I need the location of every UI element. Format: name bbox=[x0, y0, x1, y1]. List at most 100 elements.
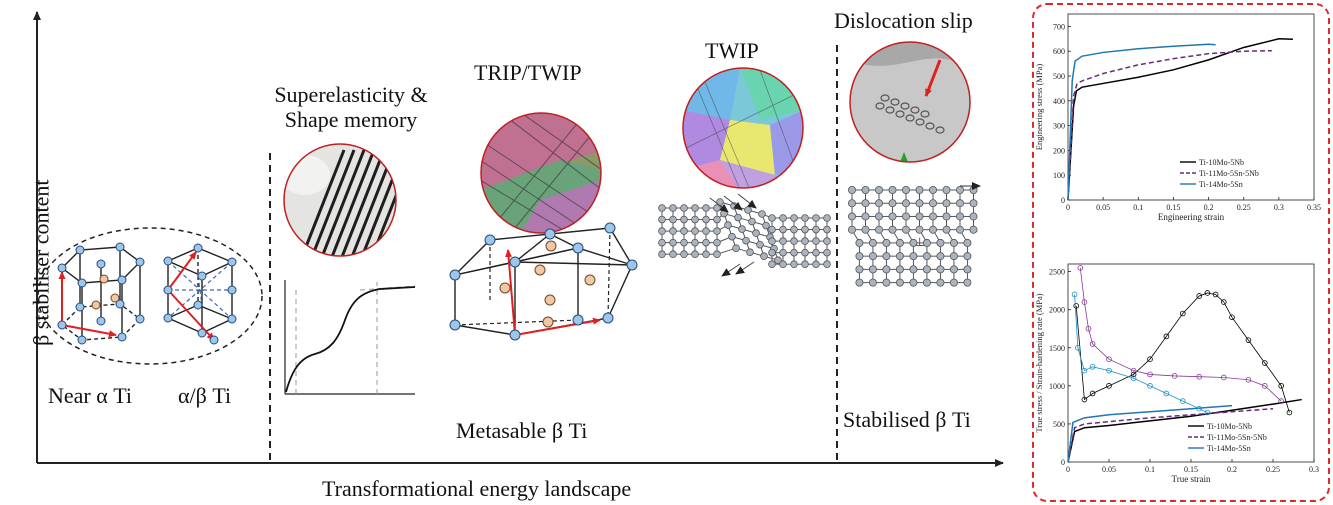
inset-frame bbox=[1032, 3, 1330, 502]
label-twip: TWIP bbox=[705, 38, 759, 63]
series-line bbox=[1067, 38, 1293, 201]
data-point bbox=[1204, 290, 1211, 296]
lattice-atom bbox=[888, 185, 897, 194]
lattice-atom bbox=[861, 225, 870, 234]
lattice-atom bbox=[658, 250, 666, 259]
lattice-atom bbox=[744, 206, 752, 214]
lattice-atom bbox=[875, 212, 884, 221]
superelasticity-micrograph bbox=[283, 143, 397, 257]
y-axis-title: β stabiliser content bbox=[28, 179, 54, 346]
lattice-atom bbox=[823, 248, 831, 257]
label-metastable: Metasable β Ti bbox=[456, 418, 588, 443]
label-trip-twip: TRIP/TWIP bbox=[474, 60, 582, 85]
lattice-atom bbox=[956, 185, 965, 194]
data-point bbox=[1221, 299, 1227, 305]
lattice-atom bbox=[963, 278, 972, 287]
lattice-atom bbox=[823, 214, 831, 222]
lattice-atom bbox=[680, 227, 688, 235]
x-tick-label: 0 bbox=[1066, 203, 1070, 212]
series-line bbox=[1067, 407, 1274, 463]
lattice-atom bbox=[902, 199, 911, 208]
x-tick-label: 0.15 bbox=[1166, 203, 1180, 212]
legend-entry: Ti-14Mo-5Sn bbox=[1199, 180, 1243, 189]
lattice-atom bbox=[779, 260, 787, 269]
lattice-atom bbox=[888, 225, 897, 234]
data-point bbox=[1171, 373, 1178, 379]
lattice-atom bbox=[779, 237, 787, 245]
lattice-atom bbox=[868, 265, 877, 274]
lattice-atom bbox=[922, 265, 931, 274]
lattice-atom bbox=[861, 185, 870, 194]
series-line bbox=[1067, 43, 1216, 201]
lattice-atom bbox=[758, 210, 766, 218]
lattice-atom bbox=[888, 199, 897, 208]
lattice-atom bbox=[691, 204, 699, 212]
lattice-atom bbox=[680, 204, 688, 212]
label-near-alpha: Near α Ti bbox=[48, 383, 133, 408]
lattice-atom bbox=[929, 185, 938, 194]
lattice-atom bbox=[956, 212, 965, 221]
lattice-atom bbox=[760, 252, 768, 261]
data-point bbox=[1278, 398, 1284, 404]
y-tick-label: 1000 bbox=[1049, 382, 1065, 391]
y-tick-label: 500 bbox=[1053, 72, 1065, 81]
data-point bbox=[1286, 409, 1293, 416]
lattice-atom bbox=[702, 215, 710, 224]
lattice-atom bbox=[888, 212, 897, 221]
lattice-atom bbox=[724, 221, 732, 229]
legend-entry: Ti-10Mo-5Nb bbox=[1207, 422, 1252, 431]
data-point bbox=[1196, 293, 1202, 299]
x-tick-label: 0.15 bbox=[1184, 465, 1198, 474]
lattice-atom bbox=[909, 265, 918, 274]
region-dividers bbox=[269, 45, 838, 463]
data-point bbox=[1106, 383, 1112, 389]
lattice-atom bbox=[823, 260, 831, 269]
lattice-atom bbox=[902, 185, 911, 194]
lattice-atom bbox=[915, 199, 924, 208]
lattice-atom bbox=[713, 250, 721, 259]
lattice-atom bbox=[882, 278, 891, 287]
lattice-atom bbox=[855, 238, 864, 247]
lattice-atom bbox=[812, 260, 820, 269]
lattice-atom bbox=[929, 212, 938, 221]
plot-area bbox=[1067, 13, 1315, 201]
lattice-atom bbox=[779, 248, 787, 257]
lattice-atom bbox=[956, 199, 965, 208]
lattice-atom bbox=[669, 215, 677, 224]
lattice-atom bbox=[801, 248, 809, 257]
x-tick-label: 0.3 bbox=[1274, 203, 1284, 212]
lattice-atom bbox=[949, 252, 958, 261]
x-axis-label: Engineering strain bbox=[1158, 212, 1225, 222]
trip-twip-crystal bbox=[449, 222, 638, 341]
lattice-atom bbox=[702, 204, 710, 212]
data-point bbox=[1130, 367, 1137, 374]
label-alpha-beta: α/β Ti bbox=[178, 383, 232, 408]
lattice-atom bbox=[768, 248, 776, 257]
lattice-atom bbox=[915, 225, 924, 234]
lattice-atom bbox=[658, 215, 666, 224]
lattice-atom bbox=[895, 265, 904, 274]
lattice-atom bbox=[779, 225, 787, 234]
lattice-atom bbox=[936, 238, 945, 247]
lattice-atom bbox=[702, 250, 710, 259]
data-point bbox=[1147, 371, 1153, 378]
y-tick-label: 400 bbox=[1053, 97, 1065, 106]
data-point bbox=[1089, 341, 1096, 347]
lattice-atom bbox=[855, 265, 864, 274]
lattice-atom bbox=[702, 227, 710, 235]
data-point bbox=[1085, 325, 1092, 332]
lattice-atom bbox=[895, 252, 904, 261]
lattice-atom bbox=[949, 278, 958, 287]
data-point bbox=[1180, 398, 1186, 404]
lattice-atom bbox=[949, 238, 958, 247]
lattice-atom bbox=[929, 225, 938, 234]
y-tick-label: 200 bbox=[1053, 146, 1065, 155]
lattice-atom bbox=[658, 238, 666, 247]
x-tick-label: 0.25 bbox=[1237, 203, 1251, 212]
lattice-atom bbox=[936, 252, 945, 261]
twip-lattice bbox=[658, 193, 831, 277]
data-point bbox=[1071, 291, 1078, 298]
lattice-atom bbox=[882, 252, 891, 261]
lattice-atom bbox=[680, 238, 688, 247]
x-axis-label: True strain bbox=[1172, 474, 1211, 484]
